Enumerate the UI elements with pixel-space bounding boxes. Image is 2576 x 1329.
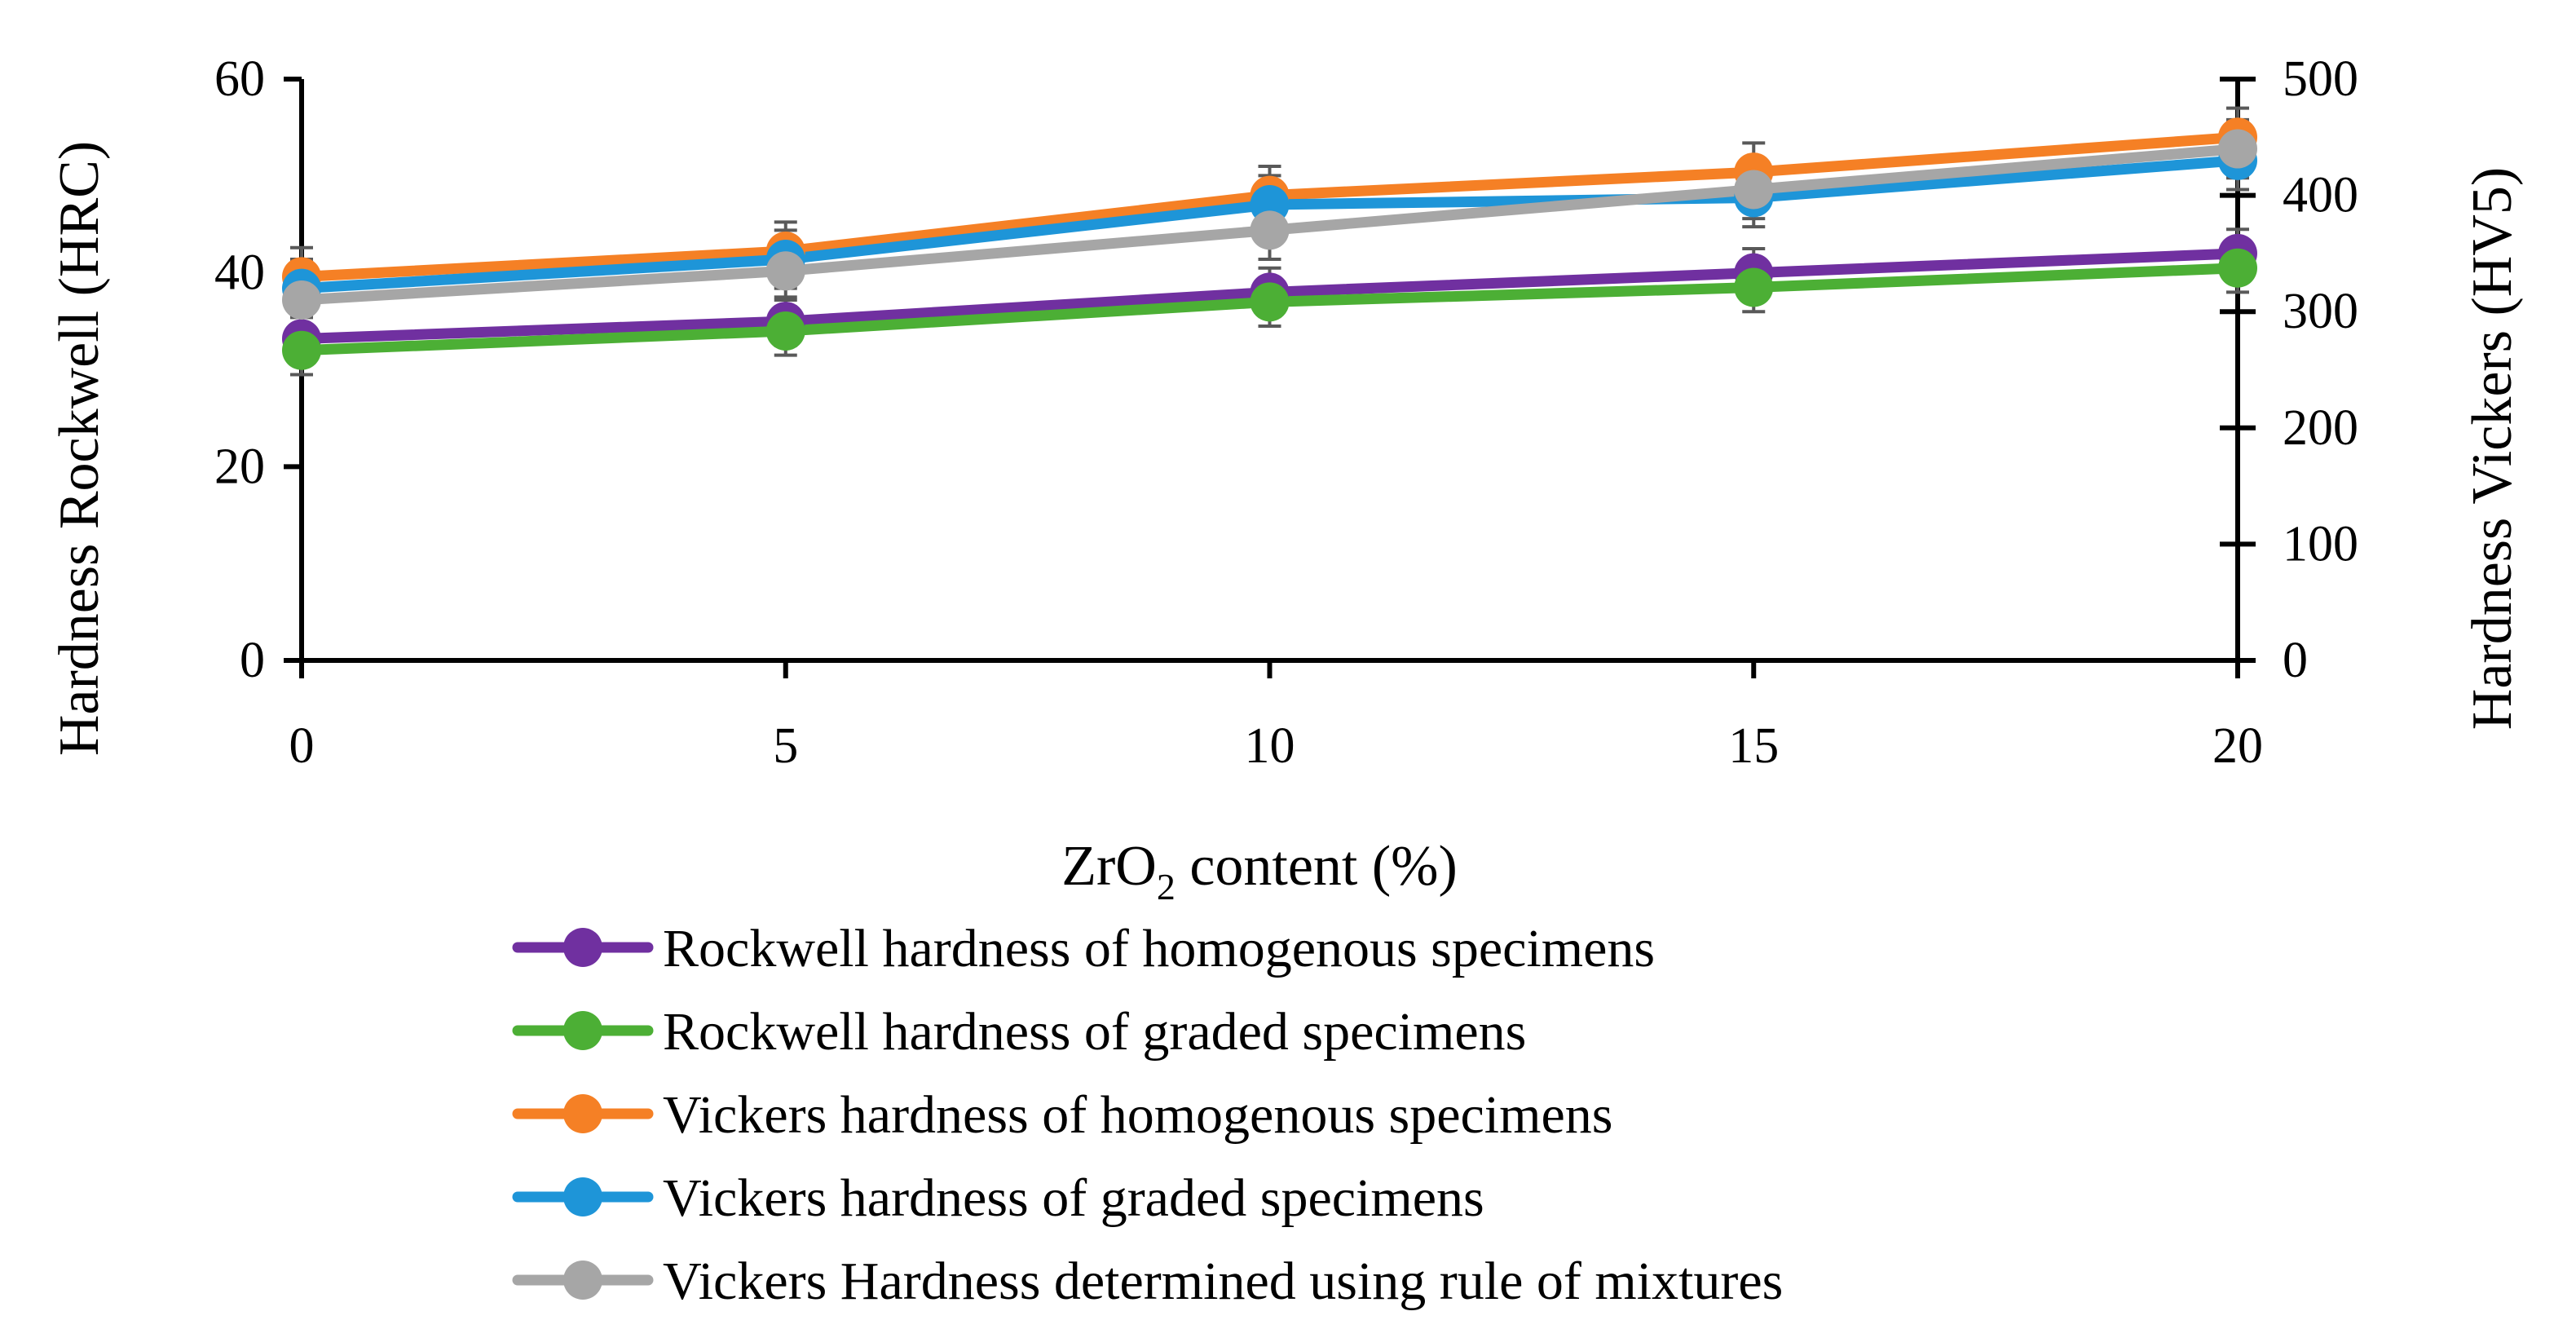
x-tick-label: 15 (1728, 718, 1779, 774)
y-axis-left-title: Hardness Rockwell (HRC) (48, 141, 111, 756)
legend-entry-label: Rockwell hardness of homogenous specimen… (663, 919, 1655, 978)
data-point (765, 251, 805, 291)
data-point (1734, 170, 1774, 210)
x-tick-label: 5 (773, 718, 798, 774)
y-right-tick-label: 300 (2283, 284, 2358, 339)
y-left-tick-label: 40 (214, 245, 265, 301)
data-point (1250, 210, 1290, 250)
y-right-tick-label: 200 (2283, 400, 2358, 456)
legend-entry-label: Vickers Hardness determined using rule o… (663, 1252, 1783, 1311)
y-right-tick-label: 100 (2283, 516, 2358, 572)
data-point (1734, 267, 1774, 307)
x-axis-title-subscript: 2 (1157, 866, 1176, 907)
data-point (282, 280, 321, 320)
x-axis-title-suffix: content (%) (1176, 835, 1458, 898)
x-tick-label: 20 (2212, 718, 2263, 774)
legend-swatch-marker (563, 1261, 602, 1300)
legend-swatch-marker (563, 1011, 602, 1050)
y-left-tick-label: 20 (214, 439, 265, 494)
y-axis-right-title: Hardness Vickers (HV5) (2461, 167, 2524, 730)
x-axis-title: ZrO2 content (%) (1061, 835, 1458, 907)
data-point (765, 311, 805, 351)
data-point (1250, 282, 1290, 322)
y-right-tick-label: 500 (2283, 51, 2358, 107)
y-left-tick-label: 0 (240, 633, 265, 688)
x-axis-title-main: ZrO (1061, 835, 1157, 898)
y-right-tick-label: 400 (2283, 168, 2358, 223)
data-point (2218, 248, 2257, 288)
ticks: 0 20 40 60 0 100 200 300 400 500 0 5 10 15 20 (214, 51, 2358, 774)
legend-entry-label: Vickers hardness of homogenous specimens (663, 1085, 1612, 1145)
data-point (282, 330, 321, 370)
series-markers (282, 117, 2257, 370)
x-tick-label: 0 (289, 718, 315, 774)
y-left-tick-label: 60 (214, 51, 265, 107)
legend-entry-label: Rockwell hardness of graded specimens (663, 1002, 1526, 1062)
legend: Rockwell hardness of homogenous specimen… (512, 919, 1783, 1311)
y-right-tick-label: 0 (2283, 633, 2308, 688)
data-point (2218, 129, 2257, 169)
legend-swatch-marker (563, 1177, 602, 1216)
legend-entry-label: Vickers hardness of graded specimens (663, 1168, 1484, 1228)
legend-swatch-marker (563, 1094, 602, 1133)
legend-swatch-marker (563, 928, 602, 967)
x-tick-label: 10 (1245, 718, 1295, 774)
